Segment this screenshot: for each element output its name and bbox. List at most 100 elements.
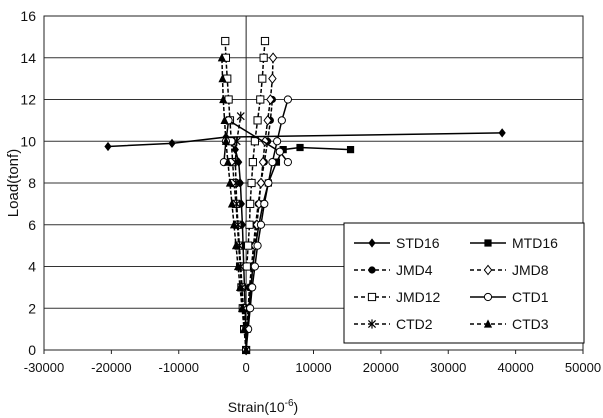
legend-item-mtd16: MTD16 <box>470 235 558 251</box>
y-tick-label: 16 <box>20 8 36 24</box>
point-std16 <box>104 141 112 152</box>
x-tick-label: 10000 <box>295 360 331 375</box>
x-axis-label-sup: -6 <box>285 398 294 409</box>
series-line-std16 <box>107 136 247 351</box>
x-tick-label: -20000 <box>91 360 131 375</box>
point-jmd8 <box>258 156 268 168</box>
y-tick-label: 10 <box>20 133 36 149</box>
point-jmd12 <box>242 262 251 271</box>
series-line-mtd16 <box>245 146 351 351</box>
point-jmd12 <box>256 95 265 104</box>
legend-item-jmd4: JMD4 <box>354 262 433 278</box>
legend-marker <box>483 319 493 328</box>
legend-marker <box>367 319 377 329</box>
legend-marker <box>483 264 493 276</box>
point-ctd1 <box>283 158 292 167</box>
point-jmd12 <box>246 199 255 208</box>
legend-item-ctd2: CTD2 <box>354 316 433 332</box>
legend-label: CTD3 <box>512 316 549 332</box>
y-tick-label: 14 <box>20 50 36 66</box>
point-jmd12 <box>250 137 259 146</box>
point-ctd1 <box>250 262 259 271</box>
legend: STD16 MTD16 JMD4 JMD8 JMD12 CTD1 CTD2 CTD3 <box>343 222 585 344</box>
point-ctd3 <box>225 178 235 187</box>
point-jmd12 <box>245 220 254 229</box>
point-ctd2 <box>231 157 240 167</box>
x-tick-label: -10000 <box>159 360 199 375</box>
legend-label: STD16 <box>396 235 440 251</box>
legend-item-ctd1: CTD1 <box>470 289 549 305</box>
point-ctd3 <box>237 303 247 312</box>
point-ctd1 <box>253 241 262 250</box>
point-ctd3 <box>240 324 249 333</box>
x-tick-label: 40000 <box>498 360 534 375</box>
legend-marker <box>367 292 377 302</box>
legend-label: MTD16 <box>512 235 558 251</box>
y-tick-label: 0 <box>28 342 36 358</box>
point-jmd8 <box>268 73 277 85</box>
series-ctd3 <box>217 53 251 354</box>
point-ctd1 <box>277 116 286 125</box>
x-axis-label: Strain(10-6) <box>228 398 298 415</box>
legend-label: JMD8 <box>512 262 549 278</box>
point-ctd1 <box>264 178 273 188</box>
legend-marker <box>368 238 376 248</box>
point-jmd12 <box>258 74 267 83</box>
point-ctd1 <box>283 95 292 104</box>
y-tick-label: 6 <box>28 217 36 233</box>
point-ctd2 <box>236 111 245 121</box>
point-ctd1 <box>268 158 277 167</box>
point-mtd16 <box>296 143 304 152</box>
point-std16 <box>231 145 239 155</box>
legend-item-jmd12: JMD12 <box>354 289 441 305</box>
y-tick-label: 2 <box>28 300 36 316</box>
point-ctd1 <box>273 137 282 146</box>
point-jmd12 <box>248 158 257 167</box>
y-tick-label: 12 <box>20 92 36 108</box>
point-ctd3 <box>227 199 237 208</box>
point-ctd1 <box>246 304 255 313</box>
point-ctd1 <box>275 147 284 156</box>
point-ctd3 <box>217 53 226 62</box>
point-ctd3 <box>235 282 245 291</box>
point-jmd8 <box>260 135 270 147</box>
x-tick-label: 20000 <box>363 360 399 375</box>
point-ctd3 <box>220 115 229 124</box>
axes <box>43 15 584 354</box>
point-mtd16 <box>346 146 355 154</box>
point-ctd3 <box>233 261 243 271</box>
point-jmd12 <box>247 178 256 188</box>
legend-label: JMD12 <box>396 289 441 305</box>
point-jmd12 <box>244 241 253 250</box>
point-ctd3 <box>218 74 227 83</box>
point-ctd3 <box>219 94 228 104</box>
point-ctd2 <box>232 136 241 146</box>
point-jmd12 <box>253 116 262 125</box>
point-jmd8 <box>263 114 272 126</box>
point-ctd3 <box>229 220 239 229</box>
point-jmd12 <box>221 36 230 46</box>
legend-label: CTD1 <box>512 289 549 305</box>
point-ctd3 <box>242 345 251 354</box>
legend-item-jmd8: JMD8 <box>470 262 549 278</box>
y-tick-label: 4 <box>28 259 36 275</box>
point-ctd1 <box>248 283 257 292</box>
x-tick-label: -30000 <box>24 360 64 375</box>
legend-label: JMD4 <box>396 262 433 278</box>
series-line-jmd12 <box>224 41 247 351</box>
x-tick-label: 50000 <box>565 360 601 375</box>
legend-item-std16: STD16 <box>354 235 440 251</box>
point-jmd8 <box>266 94 275 105</box>
x-tick-label: 0 <box>243 360 250 375</box>
point-ctd3 <box>231 241 241 250</box>
point-jmd8 <box>268 52 278 64</box>
tick-labels: -30000 -20000 -10000 0 10000 20000 30000 40000 5… <box>20 8 601 375</box>
point-ctd2 <box>231 178 241 188</box>
x-tick-label: 30000 <box>430 360 466 375</box>
legend-marker <box>368 266 376 274</box>
point-jmd8 <box>256 177 266 189</box>
point-ctd3 <box>221 136 231 145</box>
data-series <box>104 36 506 356</box>
series-line-std16-right <box>225 132 503 138</box>
